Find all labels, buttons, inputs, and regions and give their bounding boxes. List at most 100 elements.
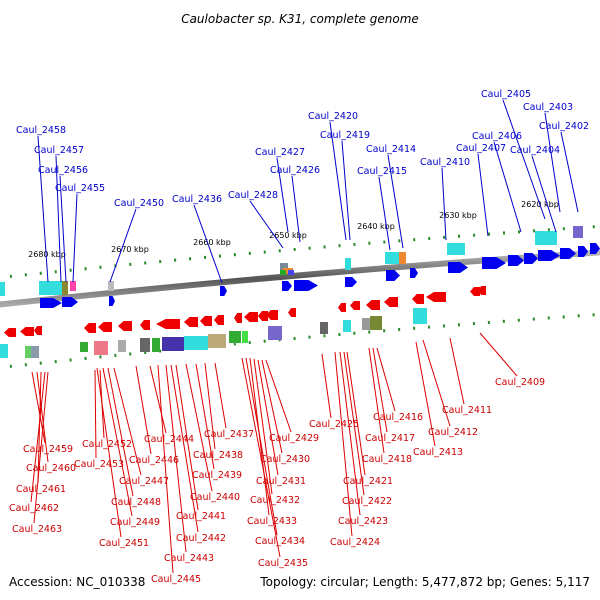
gene-leader-line <box>30 371 46 503</box>
gene-label[interactable]: Caul_2449 <box>110 517 160 528</box>
gene-domain-box <box>362 318 370 330</box>
gene-label[interactable]: Caul_2421 <box>343 476 393 487</box>
gene-label[interactable]: Caul_2410 <box>420 157 470 168</box>
gene-domain-box <box>268 326 282 340</box>
gene-label[interactable]: Caul_2443 <box>164 553 214 564</box>
gene-domain-box <box>343 320 351 332</box>
gene-label[interactable]: Caul_2416 <box>373 412 423 423</box>
gene-label[interactable]: Caul_2426 <box>270 165 320 176</box>
gene-label[interactable]: Caul_2431 <box>256 476 306 487</box>
gene-domain-box <box>94 341 108 355</box>
gene-label[interactable]: Caul_2437 <box>204 429 254 440</box>
gene-label[interactable]: Caul_2440 <box>190 492 240 503</box>
forward-gene-arrow <box>590 243 600 254</box>
reverse-gene-arrow <box>234 313 242 323</box>
gene-label[interactable]: Caul_2405 <box>481 89 531 100</box>
gene-label[interactable]: Caul_2450 <box>114 198 164 209</box>
gene-leader-line <box>343 351 365 496</box>
gene-label[interactable]: Caul_2445 <box>151 574 201 585</box>
gene-label[interactable]: Caul_2411 <box>442 405 492 416</box>
gene-label[interactable]: Caul_2460 <box>26 463 76 474</box>
gene-label[interactable]: Caul_2456 <box>38 165 88 176</box>
gene-leader-line <box>109 208 137 283</box>
gene-label[interactable]: Caul_2407 <box>456 143 506 154</box>
gene-label[interactable]: Caul_2453 <box>74 459 124 470</box>
gene-leader-line <box>257 359 279 476</box>
gene-label[interactable]: Caul_2446 <box>129 455 179 466</box>
gene-leader-line <box>37 135 49 283</box>
gene-label[interactable]: Caul_2451 <box>99 538 149 549</box>
gene-leader-line <box>59 175 67 283</box>
gene-label[interactable]: Caul_2423 <box>338 516 388 527</box>
gene-domain-box <box>184 336 208 350</box>
forward-gene-arrow <box>40 298 62 308</box>
gene-label[interactable]: Caul_2462 <box>9 503 59 514</box>
gene-domain-box <box>208 334 226 348</box>
gene-label[interactable]: Caul_2402 <box>539 121 589 132</box>
gene-label[interactable]: Caul_2425 <box>309 419 359 430</box>
gene-label[interactable]: Caul_2438 <box>193 450 243 461</box>
gene-label[interactable]: Caul_2441 <box>176 511 226 522</box>
reverse-gene-arrow <box>214 315 224 325</box>
gene-label[interactable]: Caul_2459 <box>23 444 73 455</box>
gene-domain-box <box>288 270 294 275</box>
reverse-gene-arrow <box>200 316 212 326</box>
gene-label[interactable]: Caul_2442 <box>176 533 226 544</box>
gene-label[interactable]: Caul_2429 <box>269 433 319 444</box>
gene-label[interactable]: Caul_2412 <box>428 427 478 438</box>
gene-label[interactable]: Caul_2414 <box>366 144 416 155</box>
gene-label[interactable]: Caul_2430 <box>260 454 310 465</box>
map-title: Caulobacter sp. K31, complete genome <box>181 12 419 26</box>
gene-domain-box <box>108 281 114 291</box>
gene-leader-line <box>170 364 199 533</box>
gene-domain-box <box>140 338 150 352</box>
gene-domain-box <box>0 344 8 358</box>
gene-leader-line <box>502 99 546 220</box>
gene-domain-box <box>320 322 328 334</box>
gene-label[interactable]: Caul_2439 <box>192 470 242 481</box>
gene-label[interactable]: Caul_2424 <box>330 537 380 548</box>
reverse-gene-arrow <box>258 311 268 321</box>
gene-label[interactable]: Caul_2448 <box>111 497 161 508</box>
gene-label[interactable]: Caul_2419 <box>320 130 370 141</box>
reverse-gene-arrow <box>350 301 360 310</box>
gene-leader-line <box>387 154 404 249</box>
gene-label[interactable]: Caul_2417 <box>365 433 415 444</box>
gene-label[interactable]: Caul_2432 <box>250 495 300 506</box>
gene-label[interactable]: Caul_2458 <box>16 125 66 136</box>
gene-label[interactable]: Caul_2434 <box>255 536 305 547</box>
gene-label[interactable]: Caul_2433 <box>247 516 297 527</box>
gene-label[interactable]: Caul_2422 <box>342 496 392 507</box>
gene-label[interactable]: Caul_2444 <box>144 434 194 445</box>
gene-leader-line <box>329 121 347 241</box>
forward-gene-arrow <box>560 248 576 259</box>
gene-label[interactable]: Caul_2406 <box>472 131 522 142</box>
gene-label[interactable]: Caul_2452 <box>82 439 132 450</box>
gene-label[interactable]: Caul_2427 <box>255 147 305 158</box>
gene-label[interactable]: Caul_2457 <box>34 145 84 156</box>
gene-label[interactable]: Caul_2436 <box>172 194 222 205</box>
gene-label[interactable]: Caul_2461 <box>16 484 66 495</box>
gene-leader-line <box>334 351 353 537</box>
gene-label[interactable]: Caul_2409 <box>495 377 545 388</box>
gene-label[interactable]: Caul_2418 <box>362 454 412 465</box>
gene-label[interactable]: Caul_2413 <box>413 447 463 458</box>
gene-leader-line <box>214 362 227 429</box>
gene-label[interactable]: Caul_2404 <box>510 145 560 156</box>
kbp-label: 2640 kbp <box>357 222 395 231</box>
gene-label[interactable]: Caul_2403 <box>523 102 573 113</box>
reverse-gene-arrow <box>478 286 486 295</box>
gene-label[interactable]: Caul_2415 <box>357 166 407 177</box>
gene-leader-line <box>249 200 284 249</box>
gene-label[interactable]: Caul_2447 <box>119 476 169 487</box>
gene-label[interactable]: Caul_2463 <box>12 524 62 535</box>
gene-label[interactable]: Caul_2455 <box>55 183 105 194</box>
gene-leader-line <box>261 359 283 454</box>
gene-label[interactable]: Caul_2435 <box>258 558 308 569</box>
gene-label[interactable]: Caul_2428 <box>228 190 278 201</box>
forward-gene-arrow <box>282 281 292 291</box>
gene-label[interactable]: Caul_2420 <box>308 111 358 122</box>
reverse-gene-arrow <box>140 320 150 330</box>
